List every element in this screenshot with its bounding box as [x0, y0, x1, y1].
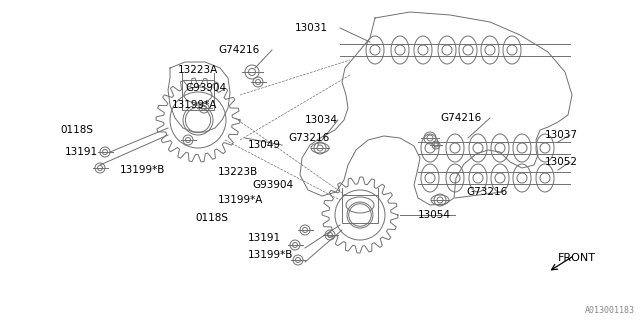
Text: A013001183: A013001183	[585, 306, 635, 315]
Text: 13054: 13054	[418, 210, 451, 220]
Text: 13049: 13049	[248, 140, 281, 150]
Text: 13031: 13031	[295, 23, 328, 33]
Text: 13223A: 13223A	[178, 65, 218, 75]
Text: 13199*A: 13199*A	[172, 100, 218, 110]
Text: 13199*B: 13199*B	[120, 165, 165, 175]
Text: G74216: G74216	[440, 113, 481, 123]
Text: 13223B: 13223B	[218, 167, 259, 177]
Text: 0118S: 0118S	[195, 213, 228, 223]
Text: 13191: 13191	[248, 233, 281, 243]
Text: G74216: G74216	[218, 45, 259, 55]
Text: 13037: 13037	[545, 130, 578, 140]
Text: G93904: G93904	[252, 180, 293, 190]
Text: G73216: G73216	[466, 187, 508, 197]
Text: FRONT: FRONT	[558, 253, 596, 263]
Text: G93904: G93904	[185, 83, 226, 93]
Text: 13199*B: 13199*B	[248, 250, 293, 260]
Text: 13034: 13034	[305, 115, 338, 125]
Text: 13199*A: 13199*A	[218, 195, 264, 205]
Text: G73216: G73216	[288, 133, 329, 143]
Text: 0118S: 0118S	[60, 125, 93, 135]
Text: 13052: 13052	[545, 157, 578, 167]
Text: 13191: 13191	[65, 147, 98, 157]
